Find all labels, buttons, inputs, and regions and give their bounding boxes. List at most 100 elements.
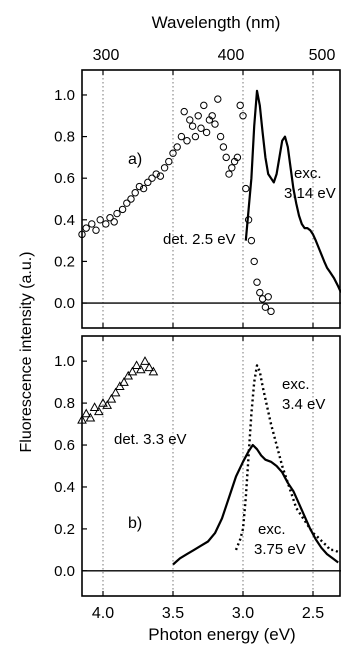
data-point <box>98 398 108 407</box>
series-exc-3-75-ev <box>172 443 339 566</box>
series-det-3-3-ev <box>77 356 159 424</box>
y-tick-label: 0.6 <box>54 170 75 187</box>
data-point <box>77 414 87 424</box>
data-point <box>110 387 121 397</box>
data-point <box>267 307 275 316</box>
data-point <box>127 195 135 203</box>
data-point <box>239 112 247 120</box>
y-tick-label: 1.0 <box>54 353 75 370</box>
data-point <box>110 218 118 226</box>
panel-label: a) <box>128 151 142 168</box>
top-tick-300: 300 <box>93 47 120 64</box>
annotation-exc-value: 3.14 eV <box>284 185 336 202</box>
data-point <box>250 257 258 266</box>
data-point <box>194 112 202 120</box>
top-tick-500: 500 <box>309 47 336 64</box>
data-point <box>102 400 113 409</box>
x-tick-label: 2.5 <box>302 605 324 622</box>
y-tick-label: 0.6 <box>54 437 75 454</box>
x-tick-label: 4.0 <box>92 605 114 622</box>
data-point <box>135 364 146 374</box>
data-point <box>140 356 150 365</box>
y-tick-label: 0.0 <box>54 295 75 312</box>
data-point <box>191 132 200 141</box>
data-point <box>139 184 148 193</box>
annotation-exc: exc. <box>294 165 322 182</box>
y-tick-label: 0.4 <box>54 212 75 229</box>
x-axis-title: Photon energy (eV) <box>148 625 295 644</box>
annotation-exc: exc. <box>282 376 310 393</box>
data-point <box>102 220 110 228</box>
data-point <box>148 174 156 182</box>
annotation-exc-2: exc. <box>258 521 286 538</box>
data-point <box>165 157 173 166</box>
y-tick-label: 0.0 <box>54 563 75 580</box>
data-point <box>225 170 233 178</box>
panel-label: b) <box>128 515 142 532</box>
series-line <box>234 364 339 554</box>
annotation-exc-2-value: 3.75 eV <box>254 541 306 558</box>
data-point <box>202 128 211 137</box>
data-point <box>118 205 127 214</box>
data-point <box>123 370 134 380</box>
data-point <box>208 112 216 120</box>
data-point <box>88 220 96 228</box>
y-tick-label: 0.2 <box>54 521 75 538</box>
y-tick-label: 0.2 <box>54 253 75 270</box>
top-tick-400: 400 <box>218 47 245 64</box>
data-point <box>152 170 160 178</box>
data-point <box>233 153 242 162</box>
top-axis-title: Wavelength (nm) <box>152 13 281 32</box>
data-point <box>114 381 125 391</box>
data-point <box>173 143 181 151</box>
data-point <box>78 230 86 239</box>
plot-frame <box>81 335 341 597</box>
annotation-exc-value: 3.4 eV <box>282 396 325 413</box>
data-point <box>242 184 250 193</box>
data-point <box>183 137 191 145</box>
data-point <box>89 402 100 411</box>
data-point <box>186 116 194 124</box>
data-point <box>236 101 244 110</box>
data-point <box>144 178 152 187</box>
series-det-2-5-ev <box>78 95 275 316</box>
x-tick-label: 3.5 <box>162 605 184 622</box>
data-point <box>219 143 228 151</box>
y-tick-label: 1.0 <box>54 87 75 104</box>
y-axis-title: Fluorescence intensity (a.u.) <box>18 252 35 453</box>
data-point <box>113 209 121 218</box>
data-point <box>200 101 208 110</box>
series-line <box>172 443 339 566</box>
data-point <box>197 124 205 132</box>
data-point <box>264 293 272 301</box>
annotation-det: det. 2.5 eV <box>163 231 236 248</box>
data-point <box>148 366 159 376</box>
data-point <box>123 199 131 207</box>
data-point <box>82 224 90 232</box>
data-point <box>256 288 264 297</box>
data-point <box>127 366 138 376</box>
data-point <box>85 412 96 422</box>
series-exc-3-4-ev <box>234 364 339 554</box>
annotation-det: det. 3.3 eV <box>114 431 187 448</box>
data-point <box>96 216 104 224</box>
data-point <box>81 408 92 418</box>
data-point <box>261 303 270 311</box>
data-point <box>131 360 142 370</box>
y-tick-label: 0.8 <box>54 129 75 146</box>
data-point <box>156 172 165 180</box>
data-point <box>106 393 117 403</box>
y-tick-label: 0.8 <box>54 395 75 412</box>
data-point <box>131 189 139 197</box>
panel-b: 0.0 0.2 0.4 0.6 0.8 1.0 4.0 3.5 3.0 2.5 b) det. 3.3… <box>54 335 341 622</box>
y-tick-label: 0.4 <box>54 479 75 496</box>
data-point <box>92 226 100 234</box>
panel-a: 0.0 0.2 0.4 0.6 0.8 1.0 a) det. 2.5 eV exc. 3.14 … <box>54 69 341 329</box>
data-point <box>106 214 114 222</box>
data-point <box>216 132 225 141</box>
data-point <box>169 149 177 157</box>
data-point <box>247 236 256 245</box>
series-exc-3-14-ev <box>244 89 341 294</box>
series-line <box>244 89 341 294</box>
